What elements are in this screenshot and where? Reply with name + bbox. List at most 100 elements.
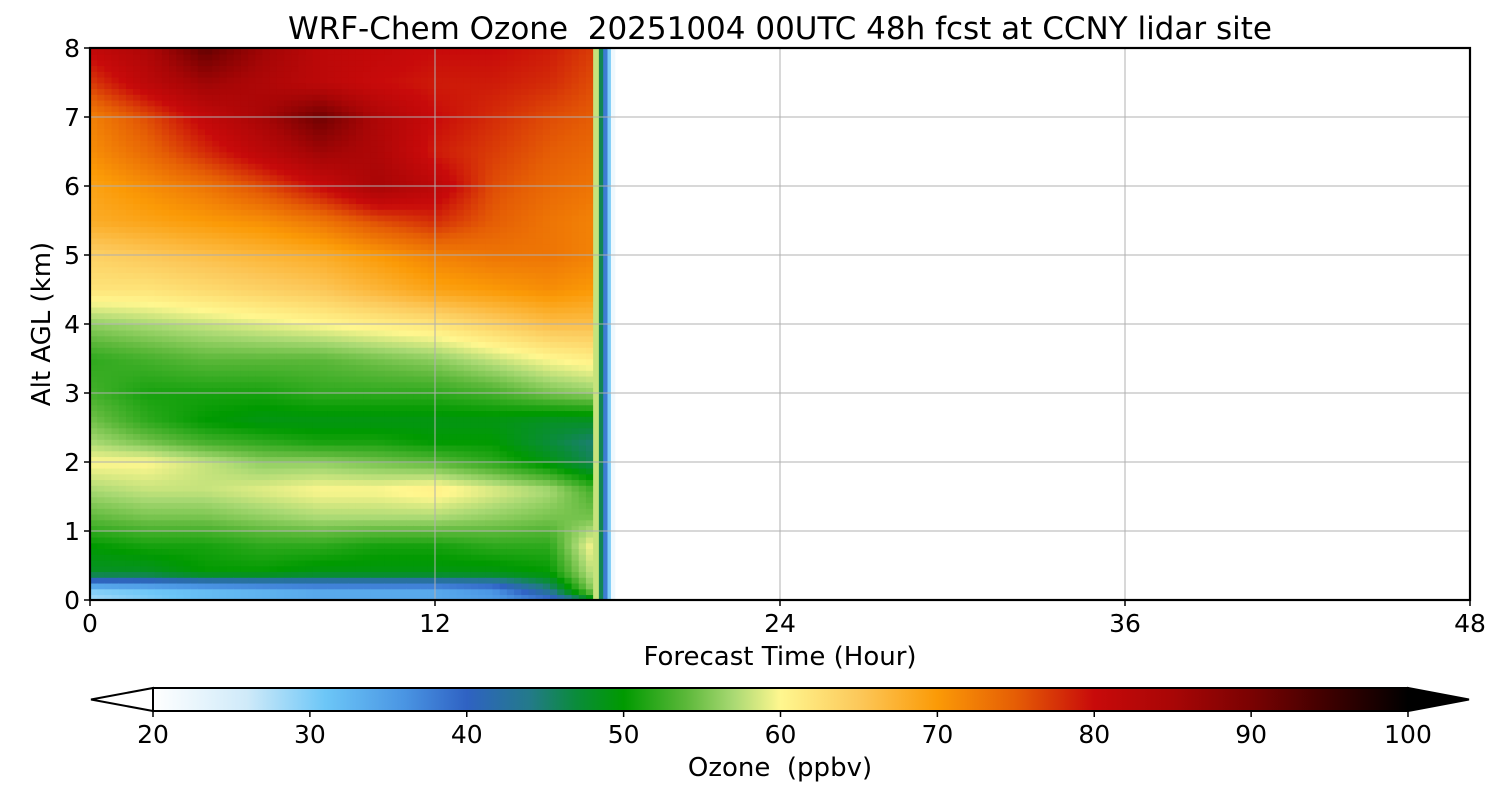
heatmap-cell — [413, 157, 422, 164]
heatmap-cell — [420, 410, 429, 417]
heatmap-cell — [363, 519, 372, 527]
heatmap-cell — [255, 398, 264, 406]
heatmap-cell — [320, 393, 328, 400]
heatmap-cell — [97, 272, 106, 279]
heatmap-cell — [348, 335, 357, 343]
heatmap-cell — [341, 329, 350, 337]
heatmap-cell — [449, 329, 458, 337]
heatmap-cell — [312, 444, 321, 452]
heatmap-cell — [341, 306, 350, 314]
heatmap-cell — [449, 99, 458, 107]
heatmap-cell — [435, 105, 443, 113]
heatmap-cell — [298, 111, 307, 118]
heatmap-cell — [327, 341, 336, 348]
heatmap-cell — [118, 111, 127, 118]
heatmap-cell — [97, 306, 106, 314]
heatmap-cell — [197, 490, 206, 498]
heatmap-cell — [118, 536, 127, 544]
heatmap-cell — [406, 542, 415, 550]
heatmap-cell — [327, 410, 336, 417]
heatmap-cell — [449, 444, 458, 452]
heatmap-cell — [341, 456, 350, 463]
heatmap-cell — [284, 111, 293, 118]
heatmap-cell — [133, 404, 142, 412]
heatmap-cell — [104, 398, 113, 406]
heatmap-cell — [312, 82, 321, 90]
heatmap-cell — [355, 48, 364, 55]
heatmap-cell — [406, 197, 415, 205]
heatmap-cell — [233, 456, 242, 463]
heatmap-cell — [233, 444, 242, 452]
heatmap-cell — [118, 416, 127, 423]
heatmap-cell — [212, 214, 221, 222]
heatmap-cell — [427, 209, 436, 216]
heatmap-cell — [341, 94, 350, 101]
heatmap-cell — [305, 473, 314, 481]
heatmap-cell — [377, 456, 386, 463]
heatmap-cell — [355, 519, 364, 527]
heatmap-cell — [90, 335, 98, 343]
heatmap-cell — [262, 117, 271, 124]
heatmap-cell — [133, 387, 142, 394]
heatmap-cell — [176, 456, 185, 463]
heatmap-cell — [147, 421, 156, 429]
heatmap-cell — [111, 375, 120, 383]
heatmap-cell — [456, 260, 465, 268]
heatmap-cell — [406, 180, 415, 187]
heatmap-cell — [348, 450, 357, 458]
heatmap-cell — [226, 490, 235, 498]
heatmap-cell — [284, 473, 293, 481]
heatmap-cell — [205, 393, 213, 400]
heatmap-cell — [442, 255, 451, 262]
heatmap-cell — [399, 536, 408, 544]
heatmap-cell — [226, 163, 235, 170]
heatmap-cell — [276, 513, 285, 521]
heatmap-cell — [327, 577, 336, 584]
heatmap-cell — [298, 571, 307, 578]
heatmap-cell — [320, 588, 328, 596]
heatmap-cell — [276, 203, 285, 210]
heatmap-cell — [125, 485, 134, 492]
heatmap-cell — [255, 565, 264, 573]
heatmap-cell — [104, 416, 113, 423]
heatmap-cell — [399, 370, 408, 377]
heatmap-cell — [154, 318, 163, 325]
heatmap-cell — [456, 278, 465, 285]
heatmap-cell — [97, 404, 106, 412]
heatmap-cell — [183, 329, 192, 337]
heatmap-cell — [161, 180, 170, 187]
heatmap-cell — [348, 531, 357, 538]
heatmap-cell — [399, 168, 408, 176]
heatmap-cell — [176, 65, 185, 72]
heatmap-cell — [384, 404, 393, 412]
heatmap-cell — [219, 473, 228, 481]
heatmap-cell — [298, 456, 307, 463]
heatmap-cell — [355, 209, 364, 216]
heatmap-cell — [248, 128, 257, 136]
heatmap-cell — [262, 559, 271, 567]
heatmap-cell — [233, 416, 242, 423]
heatmap-cell — [413, 140, 422, 147]
heatmap-cell — [334, 531, 343, 538]
heatmap-cell — [226, 122, 235, 130]
heatmap-cell — [212, 134, 221, 141]
heatmap-cell — [269, 347, 278, 354]
heatmap-cell — [169, 105, 178, 113]
heatmap-cell — [341, 525, 350, 532]
heatmap-cell — [97, 105, 106, 113]
heatmap-cell — [456, 577, 465, 584]
heatmap-cell — [133, 157, 142, 164]
heatmap-cell — [154, 513, 163, 521]
heatmap-cell — [147, 59, 156, 67]
heatmap-cell — [276, 76, 285, 84]
heatmap-cell — [284, 542, 293, 550]
heatmap-cell — [269, 439, 278, 446]
heatmap-cell — [111, 59, 120, 67]
heatmap-cell — [377, 347, 386, 354]
heatmap-cell — [284, 163, 293, 170]
heatmap-cell — [248, 255, 257, 262]
heatmap-cell — [176, 559, 185, 567]
heatmap-cell — [413, 473, 422, 481]
heatmap-cell — [219, 554, 228, 561]
heatmap-cell — [334, 163, 343, 170]
